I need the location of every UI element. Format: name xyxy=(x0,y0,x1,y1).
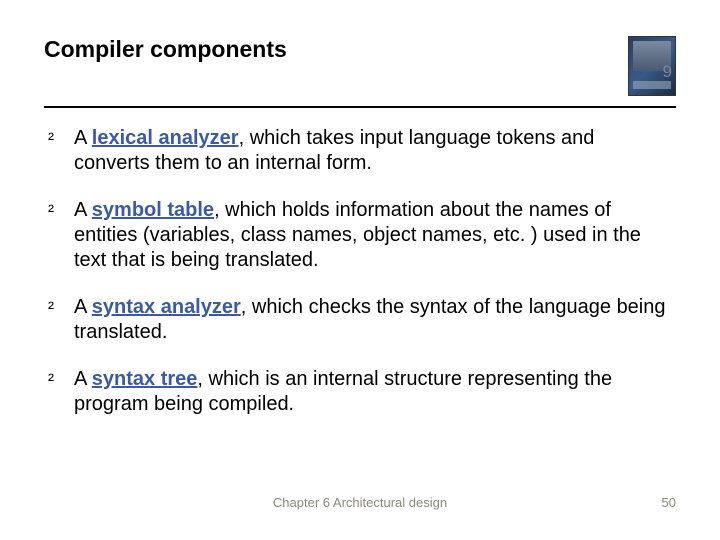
footer-page-number: 50 xyxy=(662,495,676,510)
overlay-number: 9 xyxy=(663,62,672,82)
bullet-item: ² A syntax tree, which is an internal st… xyxy=(48,367,672,417)
slide-title: Compiler components xyxy=(44,36,287,63)
title-underline xyxy=(44,106,676,108)
slide: Compiler components 9 ² A lexical analyz… xyxy=(0,0,720,540)
bullet-term: lexical analyzer xyxy=(92,127,239,149)
bullet-glyph: ² xyxy=(48,198,74,273)
bullet-glyph: ² xyxy=(48,367,74,417)
bullet-prefix: A xyxy=(74,368,92,390)
bullet-item: ² A syntax analyzer, which checks the sy… xyxy=(48,295,672,345)
bullet-text: A symbol table, which holds information … xyxy=(74,198,672,273)
footer-chapter: Chapter 6 Architectural design xyxy=(0,495,720,510)
bullet-glyph: ² xyxy=(48,126,74,176)
bullet-text: A syntax tree, which is an internal stru… xyxy=(74,367,672,417)
bullet-item: ² A symbol table, which holds informatio… xyxy=(48,198,672,273)
content-area: ² A lexical analyzer, which takes input … xyxy=(44,126,676,417)
footer: Chapter 6 Architectural design 50 xyxy=(0,495,720,510)
bullet-glyph: ² xyxy=(48,295,74,345)
bullet-term: symbol table xyxy=(92,199,214,221)
bullet-prefix: A xyxy=(74,127,92,149)
bullet-term: syntax tree xyxy=(92,368,198,390)
bullet-text: A syntax analyzer, which checks the synt… xyxy=(74,295,672,345)
title-row: Compiler components xyxy=(44,36,676,96)
bullet-prefix: A xyxy=(74,296,92,318)
bullet-text: A lexical analyzer, which takes input la… xyxy=(74,126,672,176)
bullet-prefix: A xyxy=(74,199,92,221)
bullet-item: ² A lexical analyzer, which takes input … xyxy=(48,126,672,176)
bullet-term: syntax analyzer xyxy=(92,296,241,318)
